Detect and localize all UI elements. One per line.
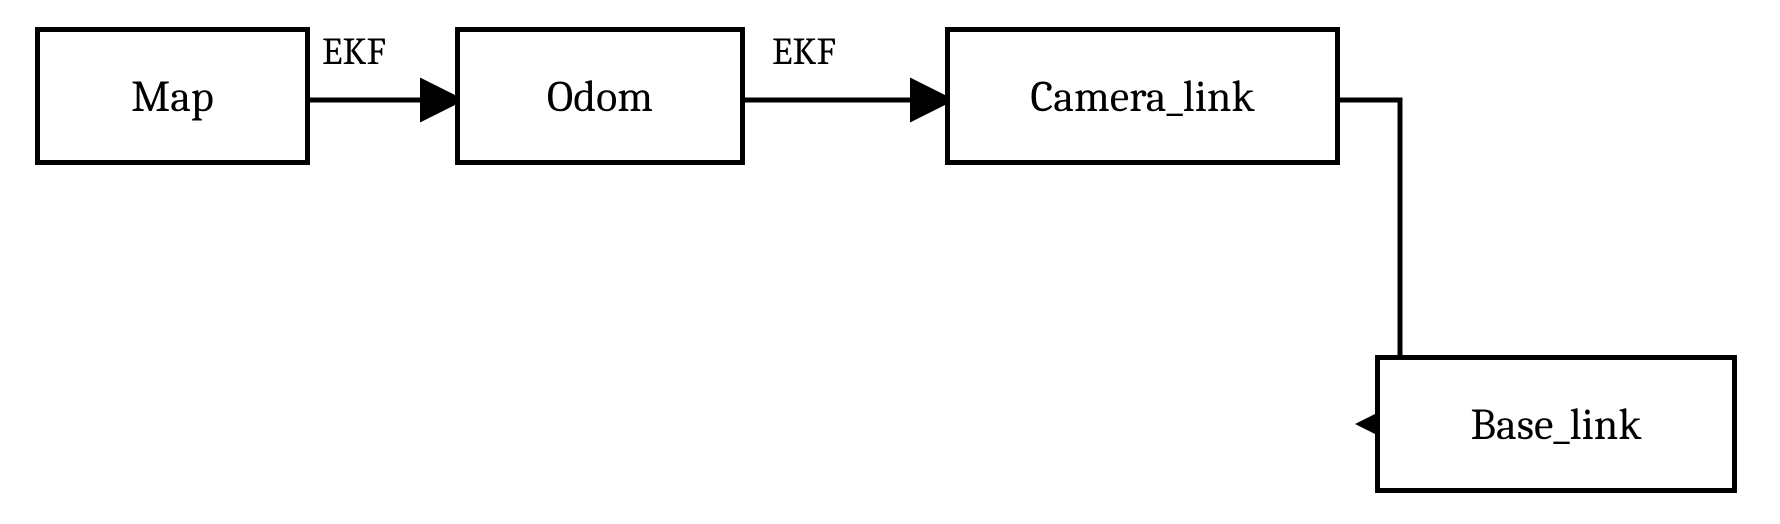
- node-camera_link: Camera_link: [945, 27, 1340, 165]
- node-odom: Odom: [455, 27, 745, 165]
- node-label: Odom: [547, 71, 653, 122]
- node-label: Base_link: [1471, 399, 1642, 450]
- node-base_link: Base_link: [1375, 355, 1737, 493]
- edge-label-odom-to-camera_link: EKF: [772, 30, 836, 74]
- edge-label-map-to-odom: EKF: [322, 30, 386, 74]
- node-label: Map: [131, 71, 214, 122]
- node-map: Map: [35, 27, 310, 165]
- node-label: Camera_link: [1030, 71, 1254, 122]
